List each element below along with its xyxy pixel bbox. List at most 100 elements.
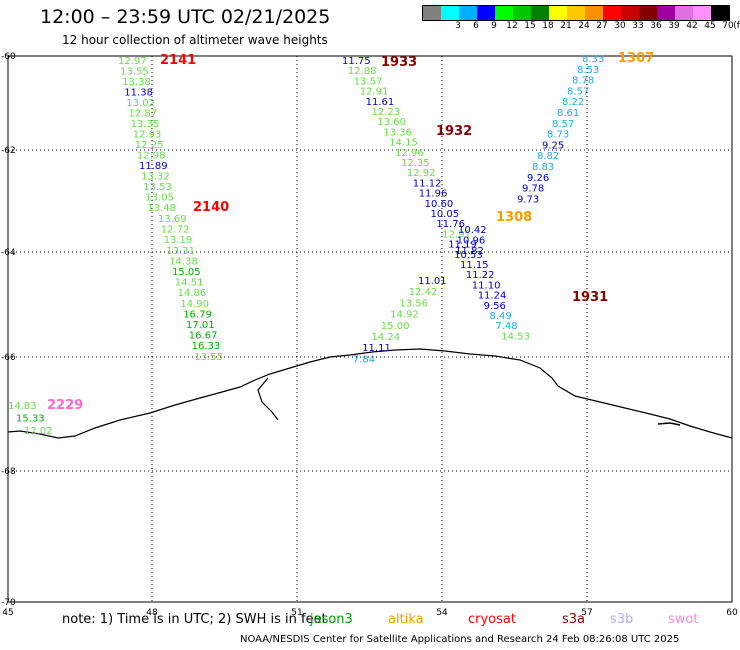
note-text: note: 1) Time is in UTC; 2) SWH is in fe…	[62, 612, 327, 627]
wave-height-value: 11.96	[419, 189, 448, 200]
wave-height-value: 13.02	[126, 98, 155, 109]
pass-id-label: 1932	[436, 124, 472, 139]
wave-height-value: 13.56	[399, 298, 428, 309]
lat-tick-label: -70	[1, 598, 16, 608]
wave-height-value: 16.67	[189, 331, 218, 342]
wave-height-value: 11.75	[342, 56, 371, 67]
legend-tick-label: 30	[614, 21, 626, 31]
wave-height-value: 8.33	[582, 54, 604, 65]
legend-swatch	[657, 6, 675, 20]
wave-height-value: 9.73	[517, 194, 539, 205]
wave-height-value: 12.97	[118, 56, 147, 67]
wave-height-value: 13.55	[194, 352, 223, 363]
lon-tick-label: 48	[146, 608, 158, 618]
wave-height-value: 14.24	[372, 332, 401, 343]
legend-swatch	[675, 6, 693, 20]
lon-tick-label: 60	[726, 608, 738, 618]
wave-height-value: 8.57	[567, 86, 589, 97]
wave-height-value: 11.89	[139, 161, 168, 172]
legend-swatch	[693, 6, 711, 20]
wave-height-value: 13.57	[354, 76, 383, 87]
wave-height-value: 12.25	[135, 140, 164, 151]
legend-swatch	[495, 6, 513, 20]
color-legend	[422, 5, 730, 21]
wave-height-value: 8.61	[557, 108, 579, 119]
wave-height-value: 12.72	[161, 225, 190, 236]
satellite-name: s3b	[610, 612, 634, 627]
wave-height-value: 8.82	[537, 151, 559, 162]
wave-height-value: 12.91	[442, 229, 471, 240]
lon-tick-label: 51	[291, 608, 302, 618]
wave-height-value: 8.57	[552, 119, 574, 130]
wave-height-value: 10.96	[457, 235, 486, 246]
wave-height-value: 7.84	[353, 354, 375, 365]
wave-height-value: 12.23	[372, 107, 401, 118]
wave-height-value: 11.24	[478, 291, 507, 302]
legend-swatch	[423, 6, 441, 20]
legend-tick-label: 6	[473, 21, 479, 31]
wave-height-value: 9.26	[527, 173, 549, 184]
wave-height-value: 14.83	[8, 401, 37, 412]
wave-height-value: 11.82	[455, 246, 484, 257]
legend-swatch	[621, 6, 639, 20]
pass-id-label: 1307	[618, 51, 654, 66]
pass-id-label: 2229	[47, 398, 83, 413]
wave-height-value: 13.32	[141, 172, 170, 183]
wave-height-value: 16.33	[192, 341, 221, 352]
wave-height-value: 12.98	[137, 151, 166, 162]
wave-height-value: 11.10	[472, 280, 501, 291]
legend-swatch	[603, 6, 621, 20]
axis-ticks: 45 48 51 54 57 60 -60 -62 -64 -66 -68 -70	[1, 52, 738, 618]
legend-tick-label: 27	[596, 21, 608, 31]
wave-height-value: 10.60	[425, 199, 454, 210]
wave-height-value: 12.42	[409, 287, 438, 298]
wave-height-value: 13.05	[145, 193, 174, 204]
map-title: 12:00 – 23:59 UTC 02/21/2025	[40, 6, 331, 28]
wave-height-value: 14.86	[178, 288, 207, 299]
map-subtitle: 12 hour collection of altimeter wave hei…	[62, 33, 328, 47]
coastline-islet	[657, 422, 681, 426]
wave-height-value: 15.33	[16, 414, 45, 425]
pass-id-label: 1931	[572, 290, 608, 305]
lon-tick-label: 54	[436, 608, 448, 618]
wave-height-value: 8.78	[572, 76, 594, 87]
legend-swatch	[585, 6, 603, 20]
legend-tick-label: 45	[704, 21, 716, 31]
wave-height-value: 14.38	[169, 256, 198, 267]
legend-tick-label: 24	[578, 21, 590, 31]
legend-tick-label: 9	[491, 21, 497, 31]
lat-tick-label: -62	[1, 146, 16, 156]
satellite-name: jason3	[310, 612, 353, 627]
legend-swatch	[441, 6, 459, 20]
wave-height-value: 11.11	[362, 343, 391, 354]
lat-tick-label: -60	[1, 52, 16, 62]
wave-height-value: 8.83	[532, 162, 554, 173]
wave-height-value: 14.53	[501, 331, 530, 342]
lon-tick-label: 45	[2, 608, 13, 618]
wave-height-value: 13.55	[120, 67, 149, 78]
wave-height-value: 9.56	[484, 301, 506, 312]
wave-height-value: 17.01	[186, 320, 215, 331]
wave-height-value: 12.91	[360, 87, 389, 98]
pass-id-label: 2140	[193, 200, 229, 215]
wave-height-value: 11.15	[460, 260, 489, 271]
wave-height-value: 11.12	[413, 178, 442, 189]
wave-height-value: 13.38	[122, 77, 151, 88]
wave-height-value: 12.35	[401, 158, 430, 169]
legend-swatch	[711, 6, 729, 20]
wave-height-value: 13.35	[131, 119, 160, 130]
satellite-name: cryosat	[468, 612, 516, 627]
legend-swatch	[459, 6, 477, 20]
satellite-name: s3a	[562, 612, 586, 627]
coastline	[7, 348, 733, 439]
wave-height-value: 11.19	[448, 240, 477, 251]
legend-unit: (ft)	[733, 21, 740, 31]
wave-height-value: 10.42	[458, 225, 487, 236]
wave-height-value: 11.01	[418, 276, 447, 287]
map-frame	[7, 55, 733, 603]
wave-height-value: 8.53	[577, 65, 599, 76]
wave-height-value: 11.22	[466, 270, 495, 281]
coastline-inlet	[257, 377, 279, 421]
wave-height-value: 11.76	[436, 219, 465, 230]
wave-height-value: 13.31	[166, 246, 195, 257]
